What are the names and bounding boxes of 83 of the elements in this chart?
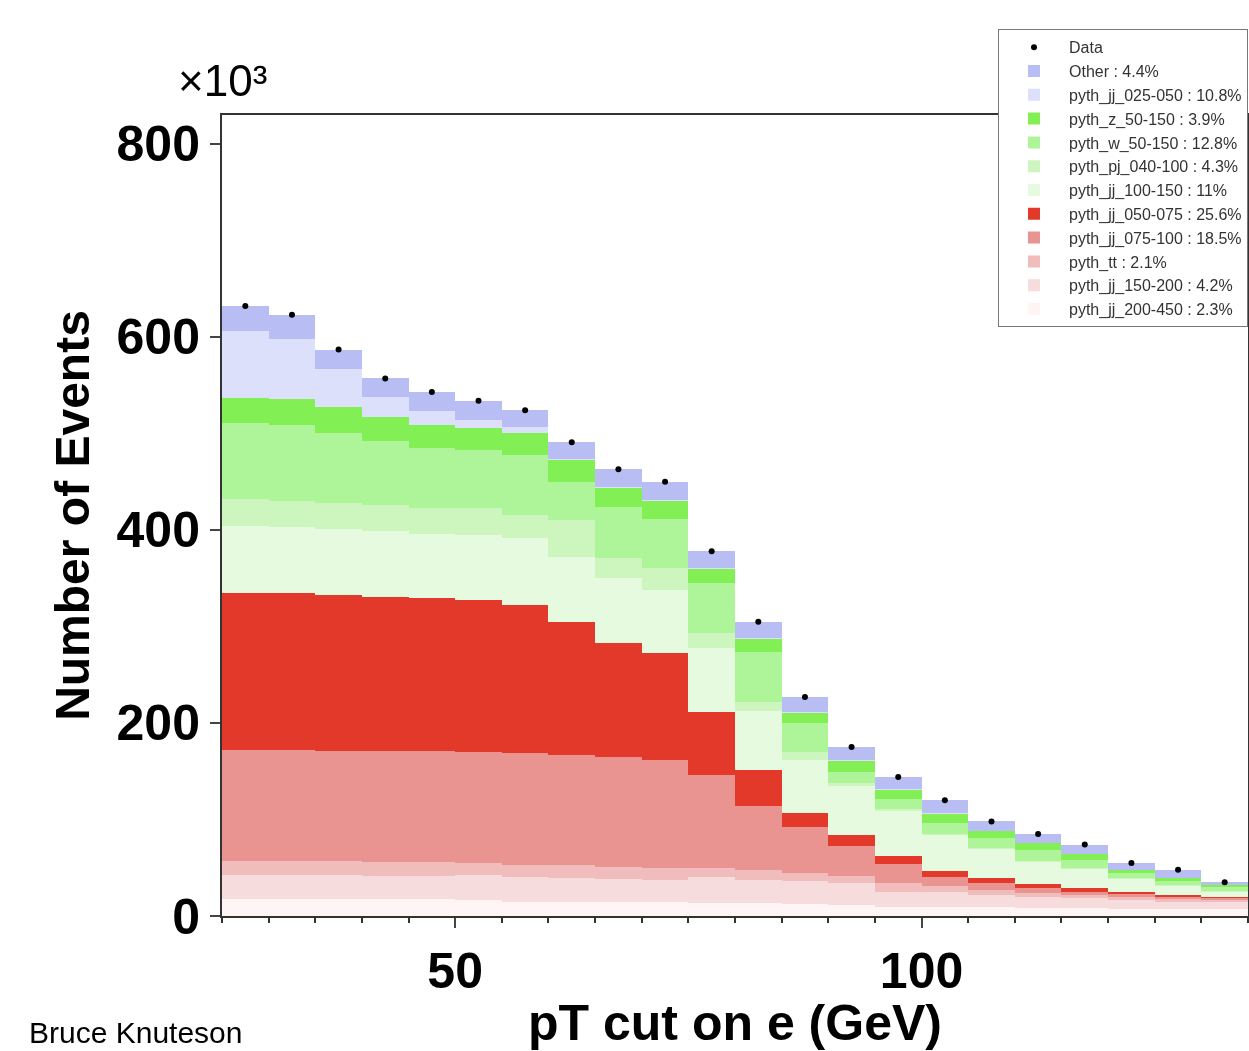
bar (688, 568, 735, 584)
y-tick-label: 400 (116, 502, 200, 559)
bar (874, 856, 922, 864)
bar (828, 772, 875, 783)
legend-label: pyth_w_50-150 : 12.8% (1069, 134, 1238, 153)
point (428, 388, 435, 395)
y-axis-title: Number of Events (45, 310, 99, 721)
bar (735, 621, 782, 639)
point (988, 818, 995, 825)
y-tick-label: 0 (172, 888, 200, 945)
bar (921, 813, 969, 824)
legend-label: pyth_jj_050-075 : 25.6% (1069, 206, 1242, 225)
point (755, 618, 762, 625)
legend-label: pyth_jj_075-100 : 18.5% (1069, 229, 1242, 248)
text: Bruce Knuteson (29, 1016, 243, 1049)
bar (1014, 884, 1062, 889)
bar (1061, 854, 1109, 861)
legend-label: pyth_jj_150-200 : 4.2% (1069, 277, 1233, 296)
point (941, 797, 948, 804)
bar (968, 837, 1015, 849)
legend-label: pyth_jj_200-450 : 2.3% (1069, 301, 1233, 320)
bar (874, 777, 922, 789)
point (895, 774, 902, 781)
bar (688, 583, 735, 634)
bar (874, 789, 922, 800)
point (801, 693, 808, 700)
bar (921, 800, 969, 813)
bar (781, 751, 829, 760)
y-tick-label: 800 (116, 116, 200, 173)
point (335, 346, 342, 353)
bar (688, 633, 735, 648)
bar (781, 713, 829, 723)
bar (1061, 844, 1109, 855)
point (1081, 841, 1088, 848)
point (662, 478, 669, 485)
point (1035, 830, 1042, 837)
legend-label: pyth_pj_040-100 : 4.3% (1069, 158, 1239, 177)
legend-label: pyth_jj_025-050 : 10.8% (1069, 87, 1242, 106)
point (1175, 866, 1182, 873)
bar (781, 812, 829, 828)
bar (548, 442, 596, 459)
bar (1108, 862, 1155, 870)
point (708, 548, 715, 555)
point (1128, 859, 1135, 866)
bar (1154, 878, 1202, 882)
point (382, 375, 389, 382)
bar (315, 349, 362, 369)
bar (968, 878, 1015, 884)
bar (968, 821, 1015, 832)
y-tick-label: 600 (116, 309, 200, 366)
point (568, 439, 575, 446)
bar (1154, 881, 1202, 886)
point (242, 303, 249, 310)
point (1221, 879, 1228, 886)
point (615, 466, 622, 473)
point (475, 397, 482, 404)
bar (828, 834, 875, 846)
point (288, 311, 295, 318)
legend-label: Other : 4.4% (1069, 63, 1159, 81)
bar (968, 831, 1015, 838)
bar (781, 722, 829, 752)
bar (828, 760, 875, 773)
text: ×10³ (178, 56, 268, 105)
legend-label: Data (1069, 39, 1103, 57)
bar (921, 823, 969, 834)
bar (735, 651, 782, 702)
bar (688, 551, 735, 568)
bar (874, 799, 922, 809)
point (848, 744, 855, 751)
point (522, 407, 529, 414)
bar (781, 696, 829, 713)
legend-label: pyth_z_50-150 : 3.9% (1069, 110, 1225, 129)
bar (1108, 869, 1155, 873)
bar (1014, 833, 1062, 843)
bar (828, 747, 875, 760)
bar (548, 460, 596, 482)
x-tick-label: 50 (427, 943, 483, 999)
bar (828, 782, 875, 786)
bar (735, 639, 782, 652)
bar (735, 701, 782, 712)
y-tick-label: 200 (116, 695, 200, 752)
legend-label: pyth_jj_100-150 : 11% (1069, 182, 1228, 201)
legend-label: pyth_tt : 2.1% (1069, 253, 1167, 272)
